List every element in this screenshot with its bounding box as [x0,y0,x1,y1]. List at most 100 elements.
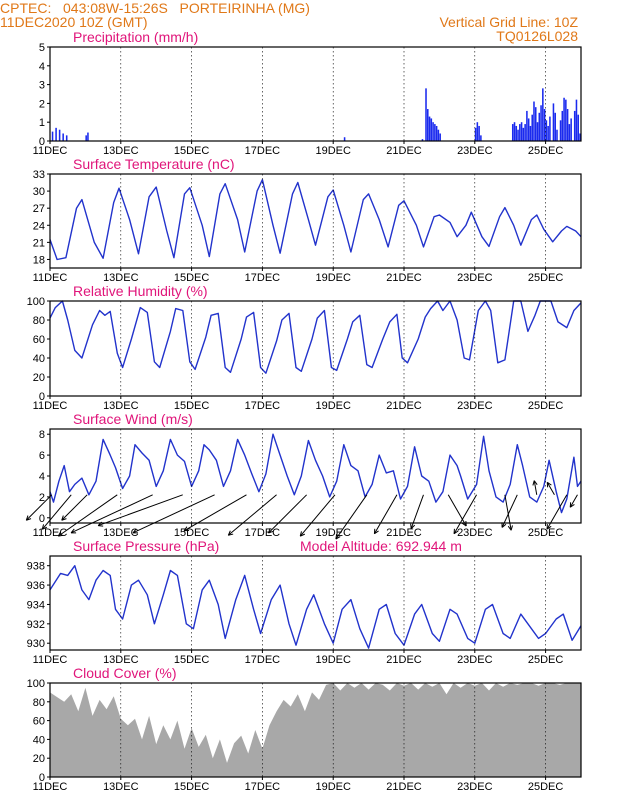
y-tick-label: 4 [39,471,45,483]
y-tick-label: 934 [27,599,45,611]
panel-title: Surface Wind (m/s) [73,411,193,427]
x-tick-label: 11DEC [33,527,68,539]
x-tick-label: 15DEC [174,654,210,666]
x-tick-label: 17DEC [245,781,281,793]
x-tick-label: 11DEC [33,654,68,666]
x-tick-label: 17DEC [245,145,281,157]
panel-title: Precipitation (mm/h) [73,29,198,45]
x-tick-label: 17DEC [245,272,281,284]
precip-bar [66,135,68,141]
x-tick-label: 25DEC [528,400,564,412]
precip-bar [85,135,87,141]
panel-title: Relative Humidity (%) [73,283,208,299]
x-tick-label: 11DEC [33,272,68,284]
x-tick-label: 13DEC [103,781,139,793]
precip-bar [436,126,438,141]
y-tick-label: 80 [33,697,45,709]
precip-bar [429,117,431,141]
series-line [50,301,581,373]
y-tick-label: 27 [33,203,45,215]
series-line [50,434,581,512]
panel-title: Surface Temperature (nC) [73,156,235,172]
x-tick-label: 21DEC [386,145,422,157]
x-tick-label: 19DEC [315,272,351,284]
precip-bar [431,118,433,141]
x-tick-label: 25DEC [528,781,564,793]
precip-bar [531,115,533,141]
y-tick-label: 4 [39,61,45,73]
y-tick-label: 0 [39,513,45,525]
precip-bar [560,120,562,141]
y-tick-label: 30 [33,186,45,198]
x-tick-label: 21DEC [386,272,422,284]
precip-bar [521,122,523,141]
y-tick-label: 24 [33,220,45,232]
precip-bar [537,122,539,141]
cloud-cover-area [50,683,581,777]
precip-bar [519,124,521,141]
precip-bar [539,113,541,141]
y-tick-label: 2 [39,492,45,504]
x-tick-label: 11DEC [33,400,68,412]
x-tick-label: 25DEC [528,527,564,539]
y-tick-label: 60 [33,716,45,728]
precip-bar [570,118,572,141]
precip-bar [438,130,440,141]
x-tick-label: 19DEC [315,654,351,666]
y-tick-label: 932 [27,619,45,631]
x-tick-label: 19DEC [315,400,351,412]
precip-bar [574,111,576,141]
wind-arrow [184,495,246,531]
y-tick-label: 5 [39,42,45,54]
y-tick-label: 936 [27,580,45,592]
series-line [50,180,581,260]
header-model: TQ0126L028 [496,28,578,44]
x-tick-label: 21DEC [386,400,422,412]
precip-bar [523,128,525,141]
y-tick-label: 60 [33,334,45,346]
y-tick-label: 80 [33,315,45,327]
precip-bar [530,126,532,141]
panel-title: Cloud Cover (%) [73,665,176,681]
x-tick-label: 25DEC [528,145,564,157]
precip-bar [533,102,535,141]
precip-bar [516,126,518,141]
x-tick-label: 23DEC [457,145,493,157]
x-tick-label: 11DEC [33,145,68,157]
y-tick-label: 8 [39,429,45,441]
x-tick-label: 19DEC [315,145,351,157]
precip-bar [544,109,546,141]
x-tick-label: 23DEC [457,781,493,793]
precip-bar [562,111,564,141]
precip-bar [514,122,516,141]
y-tick-label: 930 [27,638,45,650]
precip-bar [427,109,429,141]
panel-frame [50,47,581,141]
precip-bar [565,100,567,141]
precip-bar [556,130,558,141]
panel-frame [50,301,581,396]
x-tick-label: 19DEC [315,781,351,793]
panel-frame [50,556,581,650]
precip-bar [547,126,549,141]
x-tick-label: 21DEC [386,781,422,793]
precip-bar [55,128,57,141]
precip-bar [542,88,544,141]
y-tick-label: 1 [39,117,45,129]
wind-arrow [448,495,466,526]
wind-arrow [62,495,87,520]
precip-bar [567,109,569,141]
precip-bar [577,115,579,141]
precip-bar [87,133,89,141]
x-tick-label: 21DEC [386,654,422,666]
y-tick-label: 3 [39,80,45,92]
precip-bar [576,100,578,141]
precip-bar [477,122,479,141]
precip-bar [478,126,480,141]
y-tick-label: 2 [39,98,45,110]
precip-bar [512,124,514,141]
